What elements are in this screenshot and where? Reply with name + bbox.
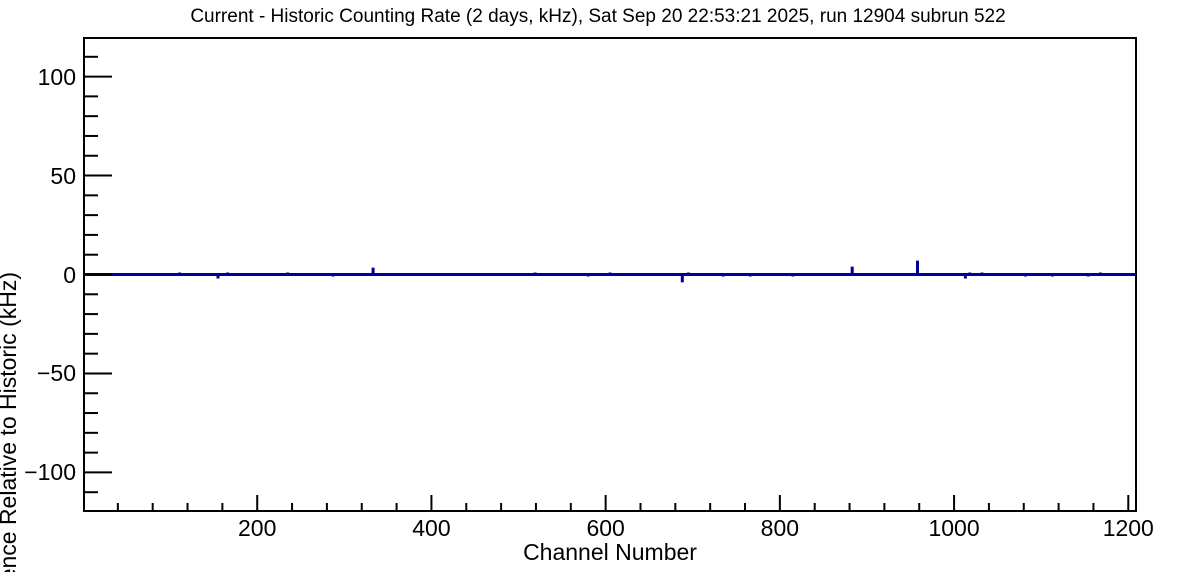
y-tick-label: 0 — [63, 261, 76, 288]
histogram-line — [83, 260, 1137, 283]
plot-frame — [83, 37, 1137, 512]
x-tick-label: 1000 — [928, 515, 980, 541]
plot-title: Current - Historic Counting Rate (2 days… — [190, 6, 1006, 27]
y-tick-label: 100 — [37, 63, 76, 90]
y-tick-label: −50 — [36, 360, 76, 387]
x-tick-label: 800 — [760, 515, 800, 541]
x-tick-label: 400 — [412, 515, 451, 541]
y-tick-label: −100 — [24, 459, 76, 486]
y-tick-label: 50 — [50, 162, 76, 189]
x-tick-label: 200 — [238, 515, 277, 541]
y-axis-title-text: Rate Difference Relative to Historic (kH… — [0, 271, 21, 572]
x-tick-label: 600 — [586, 515, 625, 541]
x-tick-label: 1200 — [1102, 515, 1154, 541]
axis-ticks — [84, 55, 1130, 511]
x-axis-title: Channel Number — [523, 539, 697, 565]
